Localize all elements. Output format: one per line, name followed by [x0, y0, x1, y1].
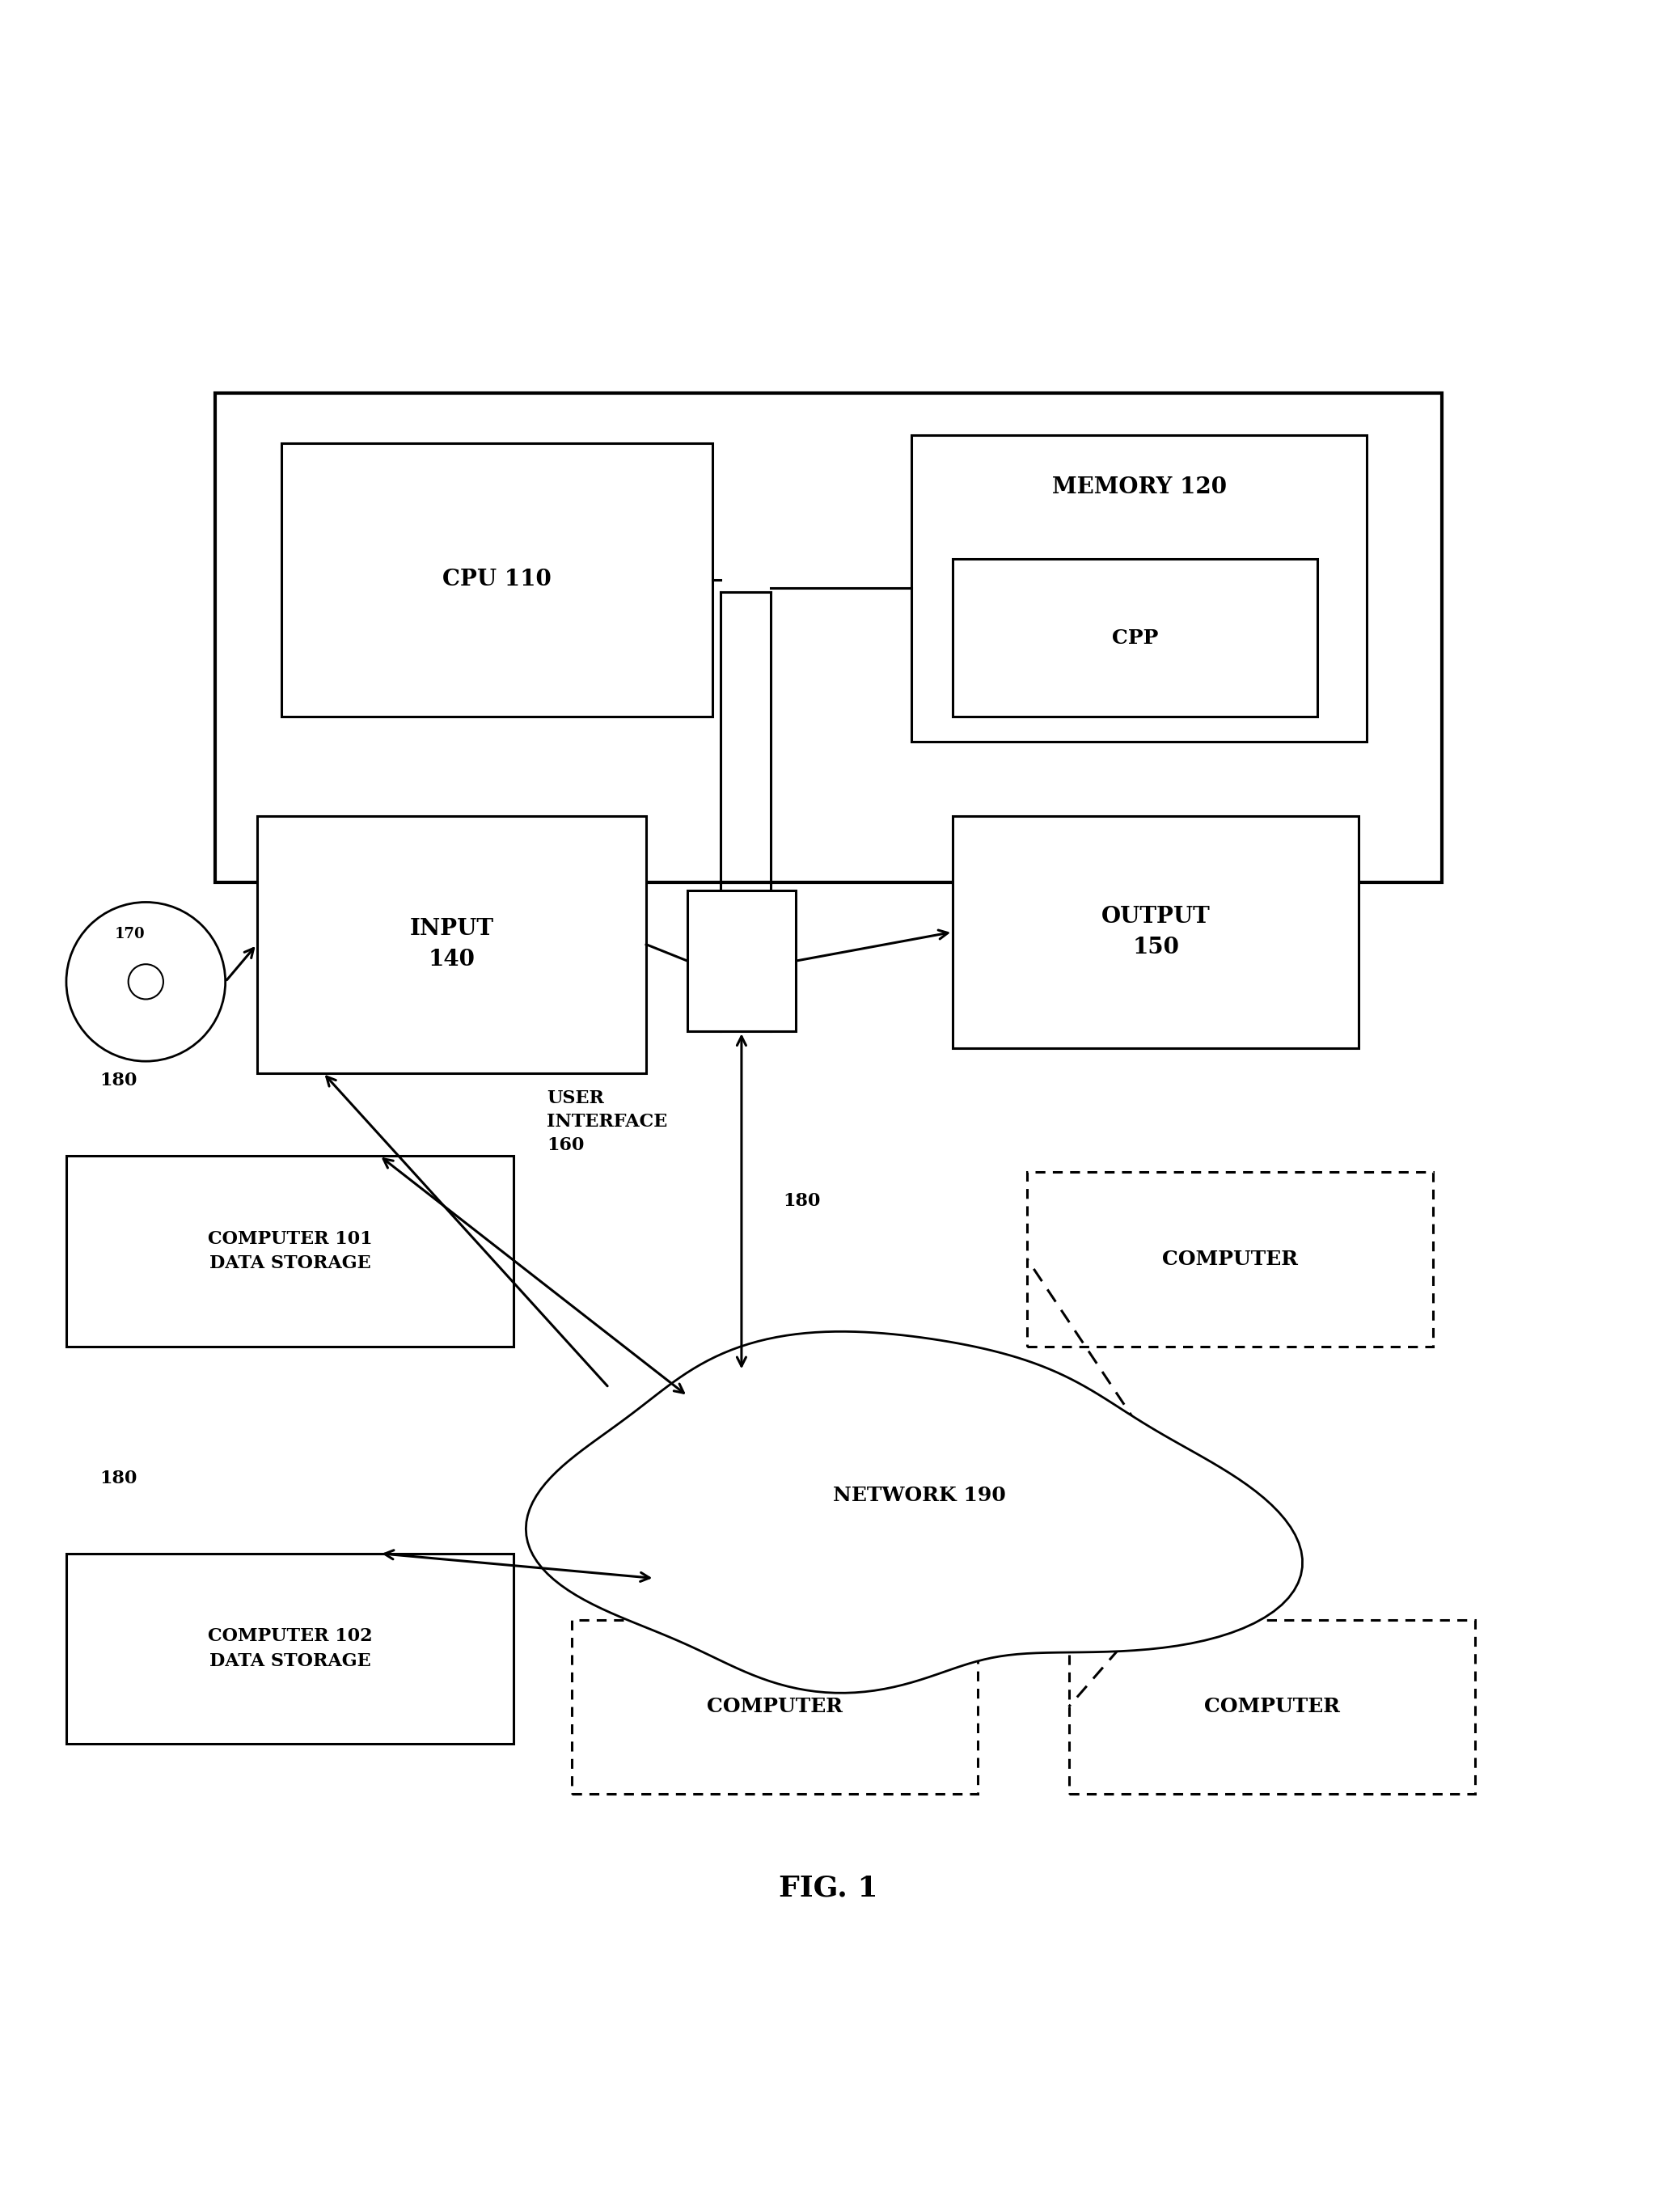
- Bar: [257, 816, 646, 1073]
- Text: CPU 110: CPU 110: [442, 568, 552, 591]
- Text: 180: 180: [99, 1071, 138, 1091]
- Bar: [953, 560, 1317, 717]
- Bar: [1069, 1619, 1475, 1794]
- Text: 180: 180: [784, 1192, 820, 1210]
- Bar: [66, 1553, 514, 1743]
- Text: OUTPUT
150: OUTPUT 150: [1102, 907, 1210, 958]
- Text: COMPUTER 100: COMPUTER 100: [1011, 876, 1176, 894]
- Text: COMPUTER 102
DATA STORAGE: COMPUTER 102 DATA STORAGE: [207, 1628, 373, 1670]
- Bar: [953, 816, 1359, 1048]
- Text: FIG. 1: FIG. 1: [779, 1874, 878, 1902]
- Text: 180: 180: [99, 1469, 138, 1486]
- Text: COMPUTER 101
DATA STORAGE: COMPUTER 101 DATA STORAGE: [207, 1230, 373, 1272]
- Text: COMPUTER: COMPUTER: [1205, 1697, 1339, 1717]
- Text: COMPUTER: COMPUTER: [1163, 1250, 1297, 1270]
- Text: USER
INTERFACE
160: USER INTERFACE 160: [547, 1091, 668, 1155]
- Bar: [688, 891, 795, 1031]
- Polygon shape: [525, 1332, 1302, 1692]
- Bar: [572, 1619, 978, 1794]
- Text: CPP: CPP: [1112, 628, 1158, 648]
- Circle shape: [66, 902, 225, 1062]
- Bar: [1027, 1172, 1433, 1347]
- Text: NETWORK 190: NETWORK 190: [833, 1486, 1006, 1504]
- Text: 170: 170: [114, 927, 146, 942]
- Text: MEMORY 120: MEMORY 120: [1052, 476, 1226, 498]
- Text: BUS 130: BUS 130: [553, 876, 640, 894]
- Bar: [66, 1155, 514, 1347]
- Text: COMPUTER: COMPUTER: [708, 1697, 842, 1717]
- Bar: [215, 394, 1442, 883]
- Text: INPUT
140: INPUT 140: [409, 918, 494, 971]
- Circle shape: [128, 964, 164, 1000]
- Bar: [282, 442, 713, 717]
- Bar: [911, 436, 1367, 741]
